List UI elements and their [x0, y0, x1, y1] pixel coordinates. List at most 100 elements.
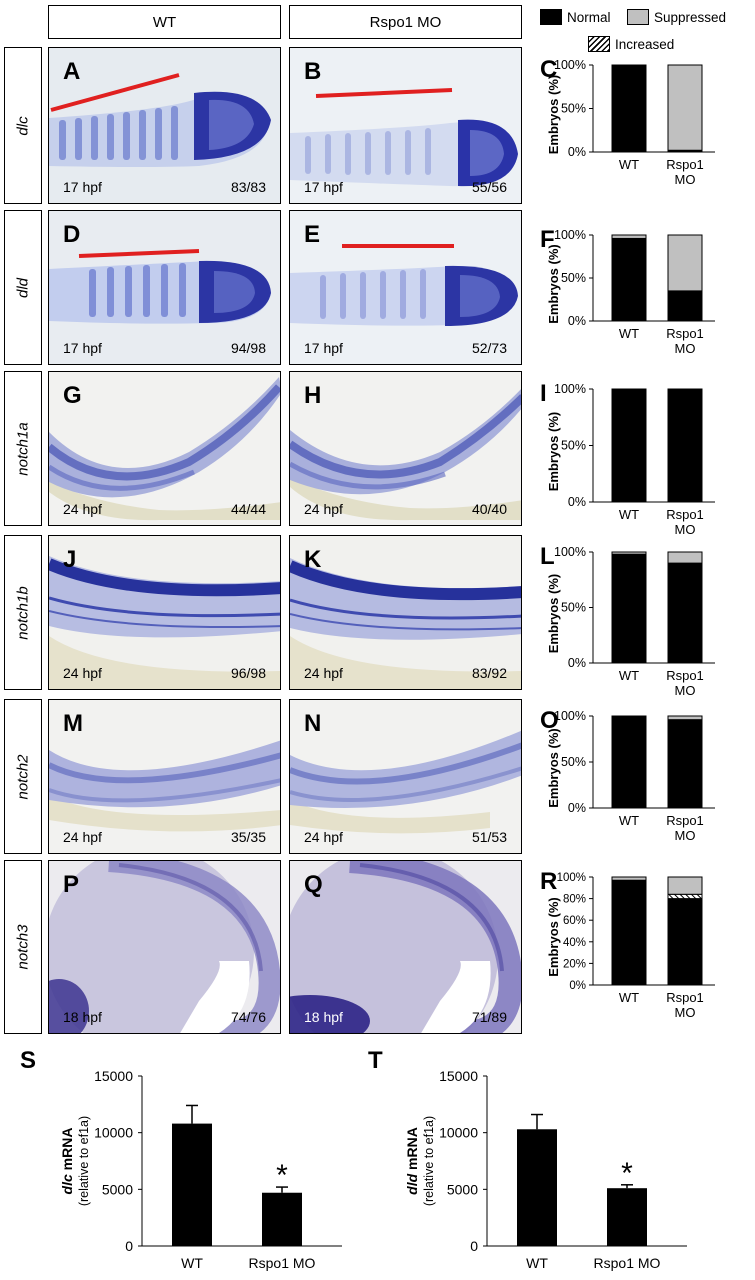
bar-segment-normal: [667, 388, 703, 503]
bar: [607, 1188, 647, 1246]
x-tick-label: Rspo1: [666, 326, 704, 341]
embryo-count: 35/35: [230, 829, 266, 845]
bar-segment-suppressed: [667, 551, 703, 564]
bar: [262, 1192, 302, 1246]
column-header-label: Rspo1 MO: [369, 13, 442, 31]
embryo-trunk-illustration: [290, 730, 521, 834]
column-header-wt: WT: [48, 5, 281, 39]
bar-segment-suppressed: [667, 715, 703, 721]
y-tick-label: 80%: [563, 894, 586, 906]
x-tick-label: WT: [526, 1255, 548, 1271]
chart-panel-letter: I: [540, 380, 547, 407]
y-tick-label: 100%: [554, 545, 586, 559]
y-tick-label: 100%: [554, 228, 586, 242]
y-tick-label: 0%: [568, 656, 586, 670]
embryo-count: 51/53: [471, 829, 507, 845]
embryo-count: 74/76: [230, 1009, 266, 1025]
x-tick-label: WT: [619, 668, 639, 683]
column-header-label: WT: [152, 13, 177, 31]
y-tick-label: 100%: [557, 872, 586, 884]
y-tick-label: 0%: [568, 145, 586, 159]
x-tick-label: MO: [675, 828, 696, 843]
panel-g-image: G 24 hpf 44/44: [48, 371, 281, 526]
y-tick-label: 0%: [569, 980, 586, 992]
x-tick-label: MO: [675, 341, 696, 356]
chart-panel-letter: S: [20, 1047, 36, 1074]
y-axis-label-gene: dlc: [59, 1174, 75, 1194]
stage-label: 17 hpf: [304, 340, 343, 356]
embryo-count: 96/98: [230, 665, 266, 681]
bar: [517, 1129, 557, 1246]
x-tick-label: Rspo1 MO: [249, 1255, 316, 1271]
y-axis-label: dlc mRNA: [59, 1128, 75, 1195]
embryo-count: 55/56: [471, 179, 507, 195]
bar-segment-normal: [611, 64, 647, 153]
panel-b-image: B 17 hpf 55/56: [289, 47, 522, 204]
y-tick-label: 5000: [102, 1181, 133, 1197]
chart-panel-letter: C: [540, 56, 557, 83]
stage-label: 17 hpf: [63, 340, 102, 356]
bar-segment-normal: [667, 898, 703, 986]
legend-normal: Normal: [540, 9, 611, 25]
chart-panel-letter: O: [540, 707, 559, 734]
y-tick-label: 100%: [554, 58, 586, 72]
embryo-tail-illustration: [290, 244, 518, 326]
panel-letter: G: [63, 382, 82, 409]
stage-label: 24 hpf: [63, 829, 102, 845]
x-tick-label: WT: [619, 507, 639, 522]
x-tick-label: WT: [181, 1255, 203, 1271]
legend-label: Increased: [615, 36, 675, 52]
embryo-tail-illustration: [49, 249, 271, 324]
bar-segment-normal: [611, 715, 647, 809]
panel-q-image: Q 18 hpf 71/89: [289, 860, 522, 1034]
stage-label: 18 hpf: [63, 1009, 102, 1025]
legend-swatch: [540, 9, 562, 25]
panel-m-image: M 24 hpf 35/35: [48, 699, 281, 854]
stage-label: 24 hpf: [304, 665, 343, 681]
embryo-trunk-illustration: [49, 556, 280, 689]
panel-letter: E: [304, 221, 321, 248]
bar-segment-suppressed: [667, 234, 703, 292]
panel-letter: J: [63, 546, 77, 573]
embryo-count: 71/89: [471, 1009, 507, 1025]
y-tick-label: 15000: [439, 1068, 478, 1084]
stage-label: 18 hpf: [304, 1009, 343, 1025]
legend-label: Normal: [567, 9, 611, 25]
row-label-dld: dld: [4, 210, 42, 365]
x-tick-label: Rspo1: [666, 813, 704, 828]
y-axis-label: Embryos (%): [546, 728, 561, 807]
bar-segment-normal: [667, 290, 703, 322]
embryo-trunk-illustration: [290, 389, 521, 521]
legend-label: Suppressed: [654, 9, 727, 25]
y-axis-sublabel: (relative to ef1a): [422, 1116, 436, 1206]
y-tick-label: 50%: [561, 755, 586, 769]
stage-label: 24 hpf: [63, 501, 102, 517]
y-axis-label: Embryos (%): [546, 412, 561, 491]
bar-segment-increased: [667, 893, 703, 900]
bar-segment-normal: [611, 879, 647, 986]
x-tick-label: Rspo1: [666, 157, 704, 172]
chart-panel-letter: F: [540, 226, 555, 253]
chart-panel-letter: L: [540, 543, 555, 570]
bar-segment-normal: [667, 562, 703, 664]
y-axis-label: dld mRNA: [404, 1127, 420, 1195]
panel-letter: Q: [304, 871, 323, 898]
y-tick-label: 50%: [561, 439, 586, 453]
x-tick-label: WT: [619, 157, 639, 172]
y-tick-label: 50%: [561, 601, 586, 615]
x-tick-label: Rspo1 MO: [594, 1255, 661, 1271]
legend-swatch: [627, 9, 649, 25]
significance-marker: *: [276, 1159, 288, 1192]
y-tick-label: 0%: [568, 314, 586, 328]
panel-letter: M: [63, 710, 83, 737]
panel-letter: A: [63, 58, 81, 85]
embryo-whole-illustration: [49, 861, 280, 1033]
panel-j-image: J 24 hpf 96/98: [48, 535, 281, 690]
row-label-notch1a: notch1a: [4, 371, 42, 526]
bar-segment-normal: [667, 719, 703, 809]
y-tick-label: 100%: [554, 709, 586, 723]
y-tick-label: 60%: [563, 915, 586, 927]
y-tick-label: 50%: [561, 102, 586, 116]
panel-letter: K: [304, 546, 322, 573]
